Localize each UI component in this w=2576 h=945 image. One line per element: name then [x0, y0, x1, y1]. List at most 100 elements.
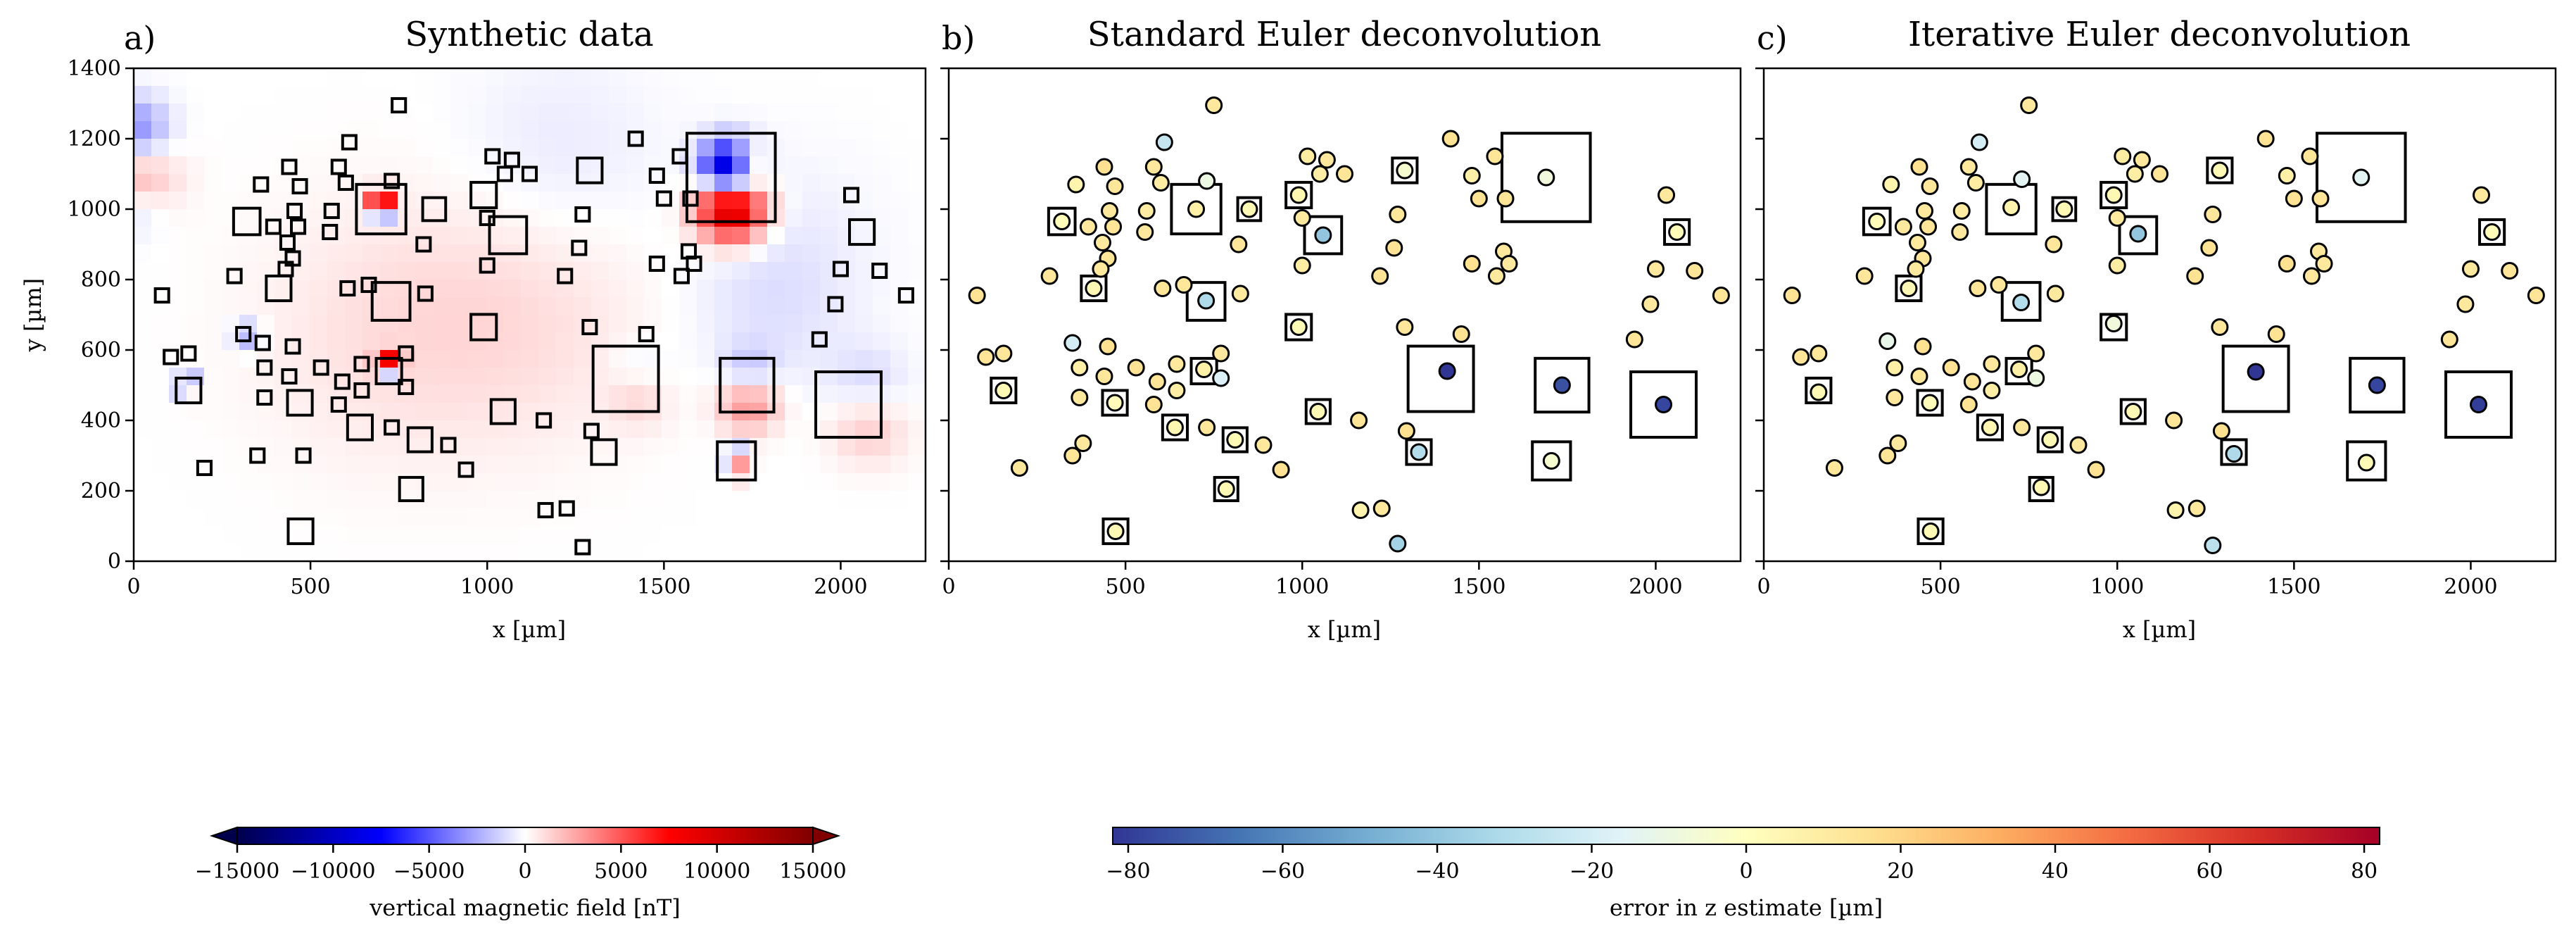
estimate-point — [1318, 151, 1336, 169]
heatmap-cell — [169, 174, 187, 192]
heatmap-cell — [151, 544, 170, 561]
heatmap-cell — [855, 227, 873, 245]
heatmap-cell — [433, 368, 451, 386]
heatmap-cell — [890, 403, 909, 421]
heatmap-cell — [820, 244, 838, 263]
source-square — [686, 255, 702, 273]
estimate-point — [1144, 396, 1163, 413]
heatmap-cell — [521, 368, 539, 386]
estimate-point — [1970, 133, 1988, 151]
heatmap-cell — [521, 262, 539, 280]
heatmap-cell — [450, 104, 469, 122]
heatmap-cell — [362, 227, 381, 245]
heatmap-cell — [574, 86, 592, 104]
heatmap-cell — [609, 420, 627, 439]
heatmap-cell — [204, 262, 222, 280]
heatmap-cell — [345, 104, 363, 122]
source-square — [655, 190, 672, 207]
heatmap-cell — [697, 385, 715, 403]
heatmap-cell — [732, 473, 750, 492]
estimate-point — [1966, 174, 1985, 192]
heatmap-cell — [908, 508, 926, 527]
source-square — [488, 215, 529, 256]
heatmap-cell — [486, 473, 504, 492]
heatmap-cell — [151, 438, 170, 456]
heatmap-cell — [345, 156, 363, 175]
heatmap-cell — [714, 227, 733, 245]
heatmap-cell — [855, 139, 873, 157]
estimate-point — [2069, 436, 2088, 454]
heatmap-cell — [486, 544, 504, 561]
heatmap-cell — [574, 473, 592, 492]
estimate-point — [2256, 130, 2275, 148]
heatmap-cell — [662, 403, 680, 421]
estimate-point — [1197, 292, 1216, 310]
heatmap-cell — [134, 420, 152, 439]
heatmap-cell — [609, 297, 627, 315]
heatmap-cell — [433, 297, 451, 315]
source-square — [1406, 344, 1475, 413]
heatmap-cell — [134, 262, 152, 280]
source-square — [279, 234, 296, 251]
source-square — [289, 218, 307, 235]
heatmap-cell — [679, 403, 697, 421]
heatmap-cell — [274, 104, 293, 122]
heatmap-cell — [591, 192, 610, 210]
heatmap-cell — [873, 315, 891, 333]
source-square — [479, 257, 495, 274]
source-square — [341, 134, 358, 151]
heatmap-cell — [890, 332, 909, 351]
heatmap-cell — [820, 491, 838, 509]
heatmap-cell — [838, 368, 856, 386]
panel-a-xlabel: x [µm] — [493, 616, 566, 643]
heatmap-cell — [785, 332, 803, 351]
estimate-point — [1959, 396, 1978, 413]
heatmap-cell — [890, 227, 909, 245]
heatmap-cell — [521, 227, 539, 245]
source-square — [330, 158, 347, 175]
heatmap-cell — [626, 86, 645, 104]
heatmap-cell — [380, 227, 398, 245]
source-square — [2119, 398, 2147, 425]
heatmap-cell — [820, 139, 838, 157]
heatmap-cell — [591, 297, 610, 315]
heatmap-cell — [697, 526, 715, 544]
estimate-point — [1646, 260, 1665, 278]
heatmap-cell — [327, 86, 346, 104]
source-square — [163, 349, 179, 365]
estimate-point — [1879, 332, 1897, 350]
heatmap-cell — [714, 526, 733, 544]
heatmap-cell — [714, 420, 733, 439]
heatmap-cell — [626, 315, 645, 333]
heatmap-cell — [626, 438, 645, 456]
heatmap-cell — [538, 544, 557, 561]
colorbar-magnetic-ticks: −15000 −10000 −5000 0 5000 10000 15000 — [195, 844, 847, 884]
heatmap-cell — [802, 508, 821, 527]
heatmap-cell — [503, 473, 522, 492]
source-square — [330, 396, 347, 413]
estimate-point — [2013, 170, 2031, 188]
estimate-point — [1240, 200, 1258, 218]
source-square — [1303, 215, 1344, 256]
heatmap-cell — [450, 139, 469, 157]
source-square — [421, 196, 448, 223]
heatmap-cell — [222, 350, 240, 368]
source-square — [648, 167, 665, 184]
estimate-point — [1396, 161, 1414, 180]
heatmap-cell — [433, 315, 451, 333]
estimate-point — [1969, 280, 1987, 297]
estimate-point — [1496, 189, 1515, 208]
heatmap-cell — [644, 156, 662, 175]
source-square — [1213, 475, 1239, 503]
heatmap-cell — [873, 350, 891, 368]
source-square — [153, 287, 170, 304]
heatmap-cell — [679, 544, 697, 561]
estimate-point — [2211, 161, 2229, 180]
heatmap-cell — [134, 104, 152, 122]
heatmap-cell — [433, 491, 451, 509]
heatmap-cell — [274, 139, 293, 157]
heatmap-cell — [151, 350, 170, 368]
source-square — [253, 176, 270, 193]
heatmap-cell — [556, 192, 574, 210]
heatmap-cell — [169, 280, 187, 298]
